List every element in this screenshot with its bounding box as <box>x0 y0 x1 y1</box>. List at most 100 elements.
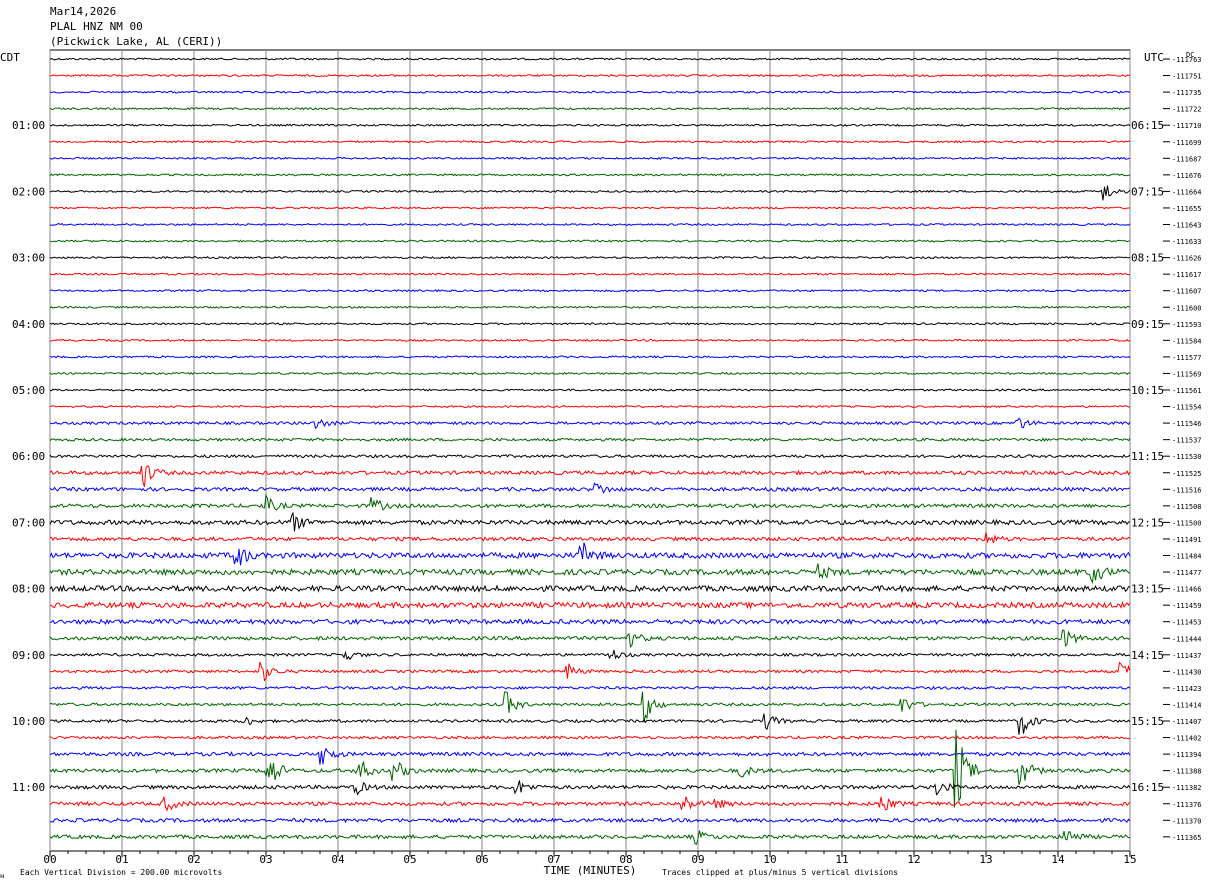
cdt-hour-label: 08:00 <box>12 583 45 596</box>
utc-axis-label: UTC <box>1144 51 1164 64</box>
dc-offset-label: -111577 <box>1172 354 1202 362</box>
dc-offset-label: -111402 <box>1172 735 1202 743</box>
cdt-hour-label: 01:00 <box>12 119 45 132</box>
trace-line <box>49 355 1131 359</box>
dc-offset-label: -111491 <box>1172 536 1202 544</box>
trace-line <box>49 255 1131 260</box>
trace-line <box>49 388 1131 392</box>
utc-hour-label: 07:15 <box>1131 185 1164 198</box>
x-tick-label: 04 <box>331 853 345 866</box>
x-axis-title: TIME (MINUTES) <box>544 864 637 877</box>
x-tick-label: 00 <box>43 853 56 866</box>
dc-offset-label: -111569 <box>1172 370 1202 378</box>
dc-offset-label: -111477 <box>1172 569 1202 577</box>
trace-line <box>49 747 1131 765</box>
x-tick-label: 09 <box>691 853 704 866</box>
dc-offset-label: -111525 <box>1172 470 1202 478</box>
trace-line <box>49 532 1131 544</box>
minute-gridlines <box>49 49 1170 857</box>
dc-offset-label: -111722 <box>1172 106 1202 114</box>
dc-offset-label: -111508 <box>1172 503 1202 511</box>
corner-mark: ᴍ <box>0 872 5 880</box>
dc-offset-label: -111423 <box>1172 685 1202 693</box>
trace-line <box>49 338 1131 342</box>
dc-offset-label: -111664 <box>1172 188 1202 196</box>
utc-hour-label: 13:15 <box>1131 583 1164 596</box>
trace-line <box>49 57 1131 61</box>
x-tick-label: 11 <box>835 853 848 866</box>
station-location: (Pickwick Lake, AL (CERI)) <box>50 35 223 48</box>
cdt-hour-label: 02:00 <box>12 185 45 198</box>
dc-offset-label: -111437 <box>1172 652 1202 660</box>
cdt-axis-label: CDT <box>0 51 20 64</box>
trace-line <box>49 239 1131 243</box>
utc-hour-label: 15:15 <box>1131 715 1164 728</box>
trace-line <box>49 649 1131 661</box>
dc-offset-label: -111407 <box>1172 718 1202 726</box>
trace-line <box>49 780 1131 796</box>
dc-offset-label: -111763 <box>1172 56 1202 64</box>
plot-frame <box>49 49 1131 852</box>
dc-offset-label: -111699 <box>1172 139 1202 147</box>
dc-offset-label: -111554 <box>1172 404 1202 412</box>
trace-line <box>49 685 1131 691</box>
trace-line <box>49 371 1131 376</box>
cdt-hour-label: 09:00 <box>12 649 45 662</box>
trace-line <box>50 90 1131 94</box>
trace-line <box>49 206 1131 210</box>
dc-offset-label: -111453 <box>1172 619 1202 627</box>
utc-hour-label: 08:15 <box>1131 252 1164 265</box>
trace-line <box>49 584 1131 593</box>
dc-offset-label: -111388 <box>1172 768 1202 776</box>
trace-line <box>49 512 1131 532</box>
dc-offset-label: -111626 <box>1172 255 1202 263</box>
x-tick-label: 07 <box>547 853 560 866</box>
x-tick-label: 03 <box>259 853 272 866</box>
dc-offset-label: -111382 <box>1172 784 1202 792</box>
trace-line <box>49 107 1131 111</box>
trace-line <box>49 482 1131 494</box>
dc-offset-label: -111516 <box>1172 486 1202 494</box>
dc-offset-label: -111561 <box>1172 387 1202 395</box>
utc-hour-label: 11:15 <box>1131 450 1164 463</box>
trace-line <box>49 830 1131 845</box>
dc-offset-label: -111710 <box>1172 122 1202 130</box>
dc-offset-label: -111376 <box>1172 801 1202 809</box>
dc-offset-label: -111459 <box>1172 602 1202 610</box>
utc-hour-label: 06:15 <box>1131 119 1164 132</box>
trace-line <box>49 173 1131 177</box>
trace-line <box>49 493 1131 511</box>
dc-offset-label: -111537 <box>1172 437 1202 445</box>
dc-offset-label: -111500 <box>1172 519 1202 527</box>
dc-offset-label: -111584 <box>1172 337 1202 345</box>
utc-hour-label: 12:15 <box>1131 516 1164 529</box>
trace-line <box>49 156 1131 160</box>
trace-line <box>49 140 1131 144</box>
trace-line <box>49 404 1131 409</box>
trace-line <box>49 437 1131 442</box>
plot-date: Mar14,2026 <box>50 5 117 18</box>
dc-offset-label: -111735 <box>1172 89 1202 97</box>
dc-offset-label: -111444 <box>1172 635 1202 643</box>
trace-line <box>49 817 1131 824</box>
dc-offset-label: -111466 <box>1172 586 1202 594</box>
cdt-hour-label: 07:00 <box>12 516 45 529</box>
dc-offset-label: -111687 <box>1172 155 1202 163</box>
trace-line <box>49 73 1131 78</box>
dc-offset-label: -111643 <box>1172 222 1202 230</box>
dc-offset-label: -111546 <box>1172 420 1202 428</box>
trace-line <box>49 453 1131 459</box>
dc-offset-label: -111655 <box>1172 205 1202 213</box>
x-tick-label: 01 <box>115 853 128 866</box>
cdt-hour-label: 03:00 <box>12 252 45 265</box>
dc-label: DC <box>1186 51 1194 59</box>
dc-offset-label: -111617 <box>1172 271 1202 279</box>
dc-offset-label: -111600 <box>1172 304 1202 312</box>
trace-line <box>50 661 1131 682</box>
dc-offset-label: -111607 <box>1172 288 1202 296</box>
station-code: PLAL HNZ NM 00 <box>50 20 143 33</box>
trace-line <box>49 563 1131 584</box>
dc-offset-label: -111484 <box>1172 553 1202 561</box>
trace-line <box>49 629 1131 648</box>
cdt-hour-label: 05:00 <box>12 384 45 397</box>
